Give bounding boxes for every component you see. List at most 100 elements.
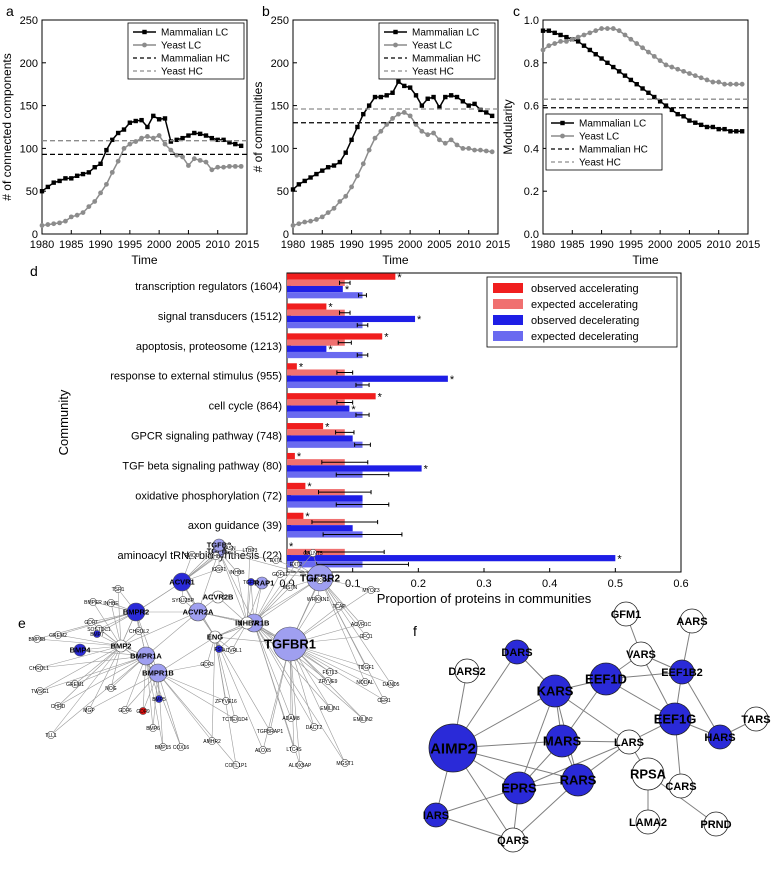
data-point-square xyxy=(186,133,191,138)
network-node-label: INHBC xyxy=(208,554,224,560)
network-node-label: WFIKKN2 xyxy=(309,578,331,584)
network-node-label: FSTL3 xyxy=(322,670,337,676)
data-point-circle xyxy=(489,149,495,155)
network-edge xyxy=(518,690,556,789)
network-node xyxy=(159,743,167,751)
data-point-circle xyxy=(325,210,331,216)
data-point-square xyxy=(657,99,663,104)
data-point-circle xyxy=(51,221,57,227)
network-node-label: BMP2 xyxy=(111,642,132,651)
data-point-square xyxy=(361,111,366,117)
network-node xyxy=(73,643,87,657)
data-point-circle xyxy=(605,26,610,31)
x-tick-label: 1985 xyxy=(59,239,83,251)
data-point-circle xyxy=(80,210,86,216)
data-point-circle xyxy=(575,34,581,40)
network-node xyxy=(679,608,705,634)
panel-label-c: c xyxy=(513,3,520,19)
data-point-circle xyxy=(209,167,215,173)
data-point-circle xyxy=(121,146,127,151)
network-node-label: BMPR1B xyxy=(142,669,174,678)
network-edge xyxy=(88,672,159,711)
data-point-square xyxy=(372,94,378,100)
data-point-square xyxy=(448,93,454,98)
x-tick-label: 2015 xyxy=(736,239,760,251)
network-edge xyxy=(57,655,147,707)
x-axis-label: Time xyxy=(632,253,659,267)
data-point-square xyxy=(110,137,115,143)
plot-frame xyxy=(292,19,499,235)
data-point-square xyxy=(233,141,238,147)
data-point-square xyxy=(687,118,692,123)
data-point-square xyxy=(51,180,56,185)
data-point-square xyxy=(611,64,616,70)
data-point-square xyxy=(378,94,384,100)
data-point-circle xyxy=(68,214,74,220)
data-point-circle xyxy=(109,169,115,175)
network-node xyxy=(324,677,332,685)
x-tick-label: 0.2 xyxy=(411,578,426,590)
data-point-circle xyxy=(716,79,722,85)
data-point-square xyxy=(575,39,581,44)
data-point-square xyxy=(325,165,331,170)
network-node-label: INHBE xyxy=(103,601,119,607)
data-point-circle xyxy=(733,81,739,87)
network-node xyxy=(316,576,324,584)
bar-expected-accelerating xyxy=(287,279,345,286)
data-point-circle xyxy=(581,32,587,38)
y-tick-label: 250 xyxy=(20,15,38,27)
data-point-circle xyxy=(564,39,569,44)
network-node-label: BMP15 xyxy=(155,745,172,751)
network-node xyxy=(290,745,298,753)
node-layer: TGFBR1TGFBR2ACVR1ACVR2AACVR1BTGFB2TGFB3B… xyxy=(29,538,400,769)
data-point-square xyxy=(646,90,651,95)
data-point-square xyxy=(564,34,569,40)
panel-label-a: a xyxy=(6,3,14,19)
bar-expected-accelerating xyxy=(287,399,345,406)
data-point-circle xyxy=(139,135,144,141)
network-edge xyxy=(246,581,252,624)
network-node-label: BMP7 xyxy=(90,632,104,638)
network-node-label: BMPR2 xyxy=(123,608,149,617)
network-node xyxy=(135,627,143,635)
data-point-circle xyxy=(133,139,139,144)
x-tick-label: 2010 xyxy=(706,239,730,251)
network-node-label: HARS xyxy=(704,732,735,744)
data-point-circle xyxy=(448,137,454,143)
data-point-circle xyxy=(74,212,80,218)
data-point-square xyxy=(63,176,68,181)
y-tick-label: 0.2 xyxy=(524,186,539,198)
network-node-label: NOG xyxy=(105,686,117,692)
x-tick-label: 1985 xyxy=(560,239,584,251)
data-point-circle xyxy=(646,49,651,55)
significance-star: * xyxy=(297,451,302,463)
data-point-circle xyxy=(728,81,733,87)
category-label: apoptosis, proteosome (1213) xyxy=(136,341,282,353)
data-point-square xyxy=(238,143,244,149)
network-node xyxy=(286,583,294,591)
x-tick-label: 0.4 xyxy=(542,578,557,590)
data-point-square xyxy=(552,30,557,36)
data-point-circle xyxy=(215,164,221,170)
legend-label: observed decelerating xyxy=(531,315,639,327)
data-point-square xyxy=(734,129,739,134)
data-point-circle xyxy=(552,41,558,46)
network-edge xyxy=(214,636,271,732)
data-point-square xyxy=(546,28,552,33)
network-edge xyxy=(236,571,248,624)
y-tick-label: 100 xyxy=(20,143,38,155)
bar-expected-decelerating xyxy=(287,381,363,389)
data-point-circle xyxy=(203,159,209,165)
data-point-circle xyxy=(396,111,401,117)
bar-observed-decelerating xyxy=(287,345,327,352)
legend-label: Mammalian HC xyxy=(161,54,230,65)
bar-observed-accelerating xyxy=(287,482,306,490)
network-node xyxy=(361,678,369,686)
network-edge xyxy=(110,602,122,647)
data-point-square xyxy=(484,110,489,115)
network-node-label: FST xyxy=(214,647,223,653)
panel-label-d: d xyxy=(30,263,38,279)
network-edge xyxy=(253,622,292,719)
data-point-circle xyxy=(86,204,92,210)
data-point-circle xyxy=(472,147,477,153)
